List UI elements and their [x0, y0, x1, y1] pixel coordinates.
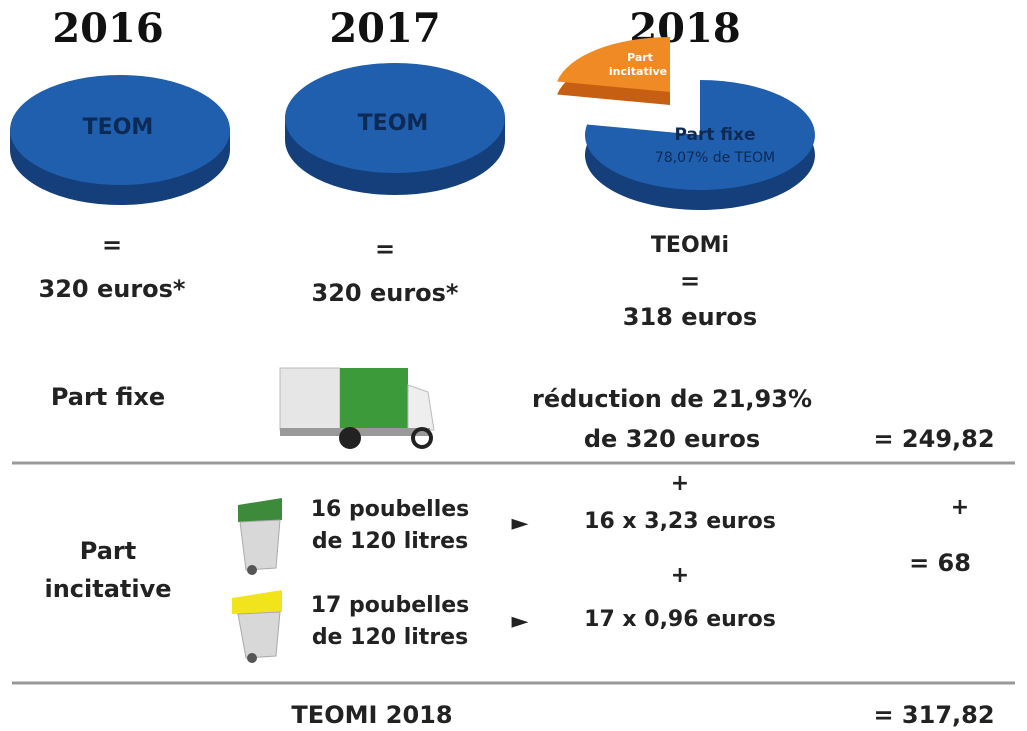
pie-label: 78,07% de TEOM: [655, 150, 775, 166]
calc: 17 x 0,96 euros: [584, 607, 776, 632]
plus: +: [671, 563, 689, 588]
pie-2017: [285, 63, 505, 195]
amount: 320 euros*: [312, 279, 459, 307]
pie-label: TEOM: [83, 115, 154, 140]
calc: de 320 euros: [584, 425, 760, 453]
row-label: Part: [80, 537, 136, 565]
pie-label: incitative: [609, 65, 667, 78]
pie-label: TEOM: [358, 111, 429, 136]
bin-icon: [232, 590, 282, 663]
bin-desc: 16 poubelles: [311, 497, 470, 522]
year: 2017: [329, 5, 440, 52]
row-label: TEOMI 2018: [291, 701, 452, 729]
result: = 68: [909, 549, 971, 577]
result: = 249,82: [873, 425, 994, 453]
pie-2016: [10, 75, 230, 205]
equals: =: [102, 231, 122, 259]
arrow: ►: [512, 511, 529, 536]
arrow: ►: [512, 609, 529, 634]
plus: +: [671, 471, 689, 496]
equals: =: [375, 235, 395, 263]
plus: +: [951, 495, 969, 520]
scheme-name: TEOMi: [651, 233, 729, 258]
bin-icon: [238, 498, 282, 575]
bin-desc: 17 poubelles: [311, 593, 470, 618]
truck-icon: [279, 367, 435, 449]
pie-2018: [557, 37, 815, 210]
row-label: incitative: [44, 575, 171, 603]
calc: réduction de 21,93%: [532, 385, 812, 413]
amount: 318 euros: [623, 303, 757, 331]
pie-label: Part fixe: [675, 125, 756, 145]
bin-desc: de 120 litres: [312, 529, 468, 554]
bin-desc: de 120 litres: [312, 625, 468, 650]
row-label: Part fixe: [51, 383, 165, 411]
result: = 317,82: [873, 701, 994, 729]
amount: 320 euros*: [39, 275, 186, 303]
pie-label: Part: [627, 51, 653, 64]
calc: 16 x 3,23 euros: [584, 509, 776, 534]
equals: =: [680, 267, 700, 295]
year: 2016: [52, 5, 163, 52]
